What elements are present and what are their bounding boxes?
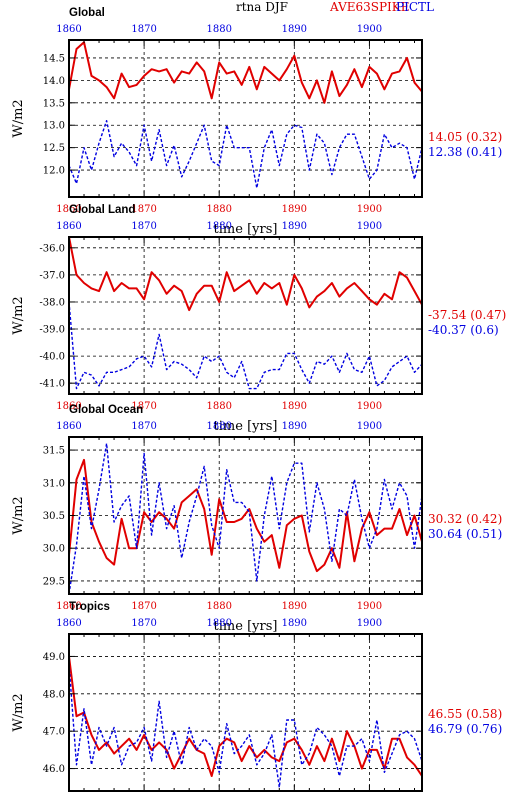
panel-2: Global Ocean1860186018701870188018801890… [11,404,502,634]
x-tick-label-top: 1890 [282,421,307,432]
series-stat-pictl: 46.79 (0.76) [428,722,502,736]
y-tick-label: 12.5 [43,143,65,154]
x-tick-label-bottom: 1900 [357,401,382,412]
y-axis-label: W/m2 [11,693,26,731]
y-axis-label: W/m2 [11,296,26,334]
x-tick-label-bottom: 1890 [282,401,307,412]
x-tick-label-top: 1890 [282,221,307,232]
x-axis-label: time [yrs] [214,222,278,237]
y-axis-label: W/m2 [11,99,26,137]
x-tick-label-top: 1860 [56,221,81,232]
x-tick-label-top: 1880 [206,24,231,35]
x-tick-label-top: 1880 [206,221,231,232]
plot-frame [68,236,423,395]
y-tick-label: 30.5 [43,511,65,522]
x-tick-label-bottom: 1880 [206,601,231,612]
series-line-ave63spike [68,656,423,777]
y-tick-label: -39.0 [39,325,65,336]
x-tick-label-top: 1870 [131,421,156,432]
y-tick-label: -36.0 [39,243,65,254]
panel-title: Tropics [69,601,110,613]
x-tick-label-top: 1890 [282,618,307,629]
y-tick-label: -41.0 [39,379,65,390]
series-line-pictl [68,301,423,390]
series-stat-ave63spike: 46.55 (0.58) [428,707,502,721]
x-tick-label-bottom: 1880 [206,401,231,412]
x-tick-label-top: 1880 [206,421,231,432]
x-tick-label-bottom: 1890 [282,204,307,215]
y-tick-label: 13.0 [43,121,65,132]
x-tick-label-bottom: 1870 [131,204,156,215]
x-tick-label-top: 1870 [131,24,156,35]
y-axis-label: W/m2 [11,496,26,534]
x-tick-label-bottom: 1900 [357,204,382,215]
series-stat-pictl: 12.38 (0.41) [428,145,502,159]
x-tick-label-top: 1900 [357,618,382,629]
legend-series-2-label: PICTL [396,0,434,14]
series-stat-ave63spike: -37.54 (0.47) [428,308,506,322]
x-tick-label-top: 1890 [282,24,307,35]
panel-1: Global Land18601860187018701880188018901… [11,204,506,434]
panel-3: Tropics186018601870187018801880189018901… [11,601,502,792]
series-line-pictl [68,663,423,788]
y-tick-label: 30.0 [43,544,65,555]
panel-0: Global 1860 1860 1870 1870 1880 1880 1890 1890 19… [11,7,502,237]
x-tick-label-top: 1860 [56,24,81,35]
series-line-ave63spike [68,236,423,312]
panel-title: Global [69,7,105,19]
x-tick-label-top: 1900 [357,24,382,35]
y-tick-label: 14.5 [43,53,65,64]
panel-title: Global Land [69,204,135,216]
y-tick-label: 31.0 [43,478,65,489]
series-line-pictl [68,119,423,189]
x-tick-label-bottom: 1860 [56,401,81,412]
x-axis-label: time [yrs] [214,619,278,634]
y-tick-label: 31.5 [43,446,65,457]
panel-title: Global Ocean [69,404,143,416]
x-tick-label-bottom: 1860 [56,204,81,215]
x-tick-label-bottom: 1900 [357,601,382,612]
y-tick-label: 12.0 [43,166,65,177]
x-tick-label-top: 1860 [56,421,81,432]
x-tick-label-top: 1860 [56,618,81,629]
y-tick-label: 48.0 [43,689,65,700]
x-tick-label-bottom: 1860 [56,601,81,612]
plot-frame [68,39,423,198]
series-stat-pictl: -40.37 (0.6) [428,323,499,337]
x-tick-label-bottom: 1870 [131,601,156,612]
series-stat-pictl: 30.64 (0.51) [428,527,502,541]
chart-title: rtna DJF [236,0,288,14]
x-axis-label: time [yrs] [214,419,278,434]
x-tick-label-top: 1870 [131,618,156,629]
y-tick-label: 29.5 [43,576,65,587]
legend-series-1-label: AVE63SPIKE [329,0,410,14]
y-tick-label: -38.0 [39,297,65,308]
plot-frame [68,633,423,792]
x-tick-label-bottom: 1880 [206,204,231,215]
series-stat-ave63spike: 14.05 (0.32) [428,130,502,144]
y-tick-label: -40.0 [39,352,65,363]
y-tick-label: 14.0 [43,76,65,87]
x-tick-label-top: 1870 [131,221,156,232]
y-tick-label: 49.0 [43,652,65,663]
y-tick-label: 13.5 [43,98,65,109]
x-tick-label-bottom: 1870 [131,401,156,412]
y-tick-label: 46.0 [43,764,65,775]
y-tick-label: -37.0 [39,270,65,281]
series-stat-ave63spike: 30.32 (0.42) [428,512,502,526]
x-tick-label-top: 1880 [206,618,231,629]
series-line-pictl [68,442,423,595]
x-tick-label-bottom: 1890 [282,601,307,612]
series-line-ave63spike [68,41,423,104]
y-tick-label: 47.0 [43,727,65,738]
x-tick-label-top: 1900 [357,421,382,432]
chart-panels: Global 1860 1860 1870 1870 1880 1880 1890 1890 19… [11,7,506,792]
x-tick-label-top: 1900 [357,221,382,232]
